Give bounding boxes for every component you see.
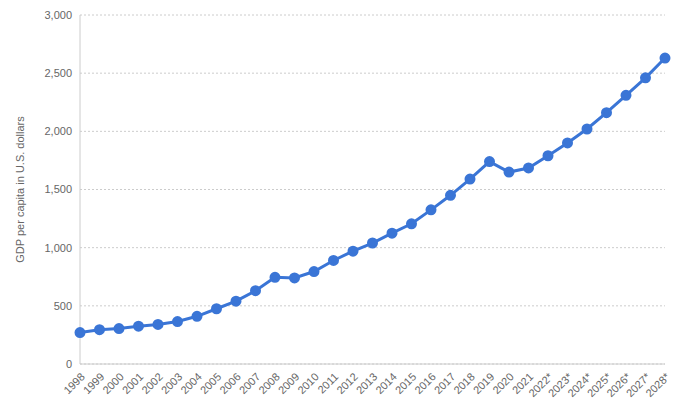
svg-text:1999: 1999 — [81, 370, 107, 396]
svg-text:2003: 2003 — [159, 370, 185, 396]
svg-text:2001: 2001 — [120, 370, 146, 396]
svg-text:500: 500 — [54, 300, 72, 312]
svg-text:0: 0 — [66, 358, 72, 370]
svg-text:2016: 2016 — [412, 370, 438, 396]
svg-text:2021: 2021 — [509, 370, 536, 397]
svg-text:2009: 2009 — [276, 370, 302, 396]
svg-text:2019: 2019 — [471, 370, 497, 396]
svg-text:2007: 2007 — [237, 370, 263, 396]
svg-text:2004: 2004 — [178, 370, 204, 396]
svg-text:2,500: 2,500 — [44, 67, 72, 79]
svg-text:1,000: 1,000 — [44, 242, 72, 254]
svg-text:2022*: 2022* — [526, 370, 555, 400]
svg-text:2002: 2002 — [139, 370, 165, 396]
svg-text:2006: 2006 — [217, 370, 243, 396]
svg-text:GDP per capita in U.S. dollars: GDP per capita in U.S. dollars — [14, 116, 26, 263]
svg-text:2014: 2014 — [373, 370, 399, 396]
svg-text:2020: 2020 — [490, 370, 516, 396]
svg-text:2015: 2015 — [393, 370, 419, 396]
svg-text:2026*: 2026* — [604, 370, 633, 400]
svg-text:2013: 2013 — [354, 370, 380, 396]
svg-text:1,500: 1,500 — [44, 183, 72, 195]
svg-text:2028*: 2028* — [643, 370, 672, 399]
svg-text:2005: 2005 — [198, 370, 224, 396]
svg-text:2,000: 2,000 — [44, 125, 72, 137]
svg-text:2017: 2017 — [432, 370, 458, 396]
svg-text:2011: 2011 — [315, 370, 340, 395]
svg-text:3,000: 3,000 — [44, 9, 72, 21]
svg-text:2023*: 2023* — [545, 370, 575, 400]
svg-text:2018: 2018 — [451, 370, 477, 396]
svg-text:2000: 2000 — [100, 370, 126, 396]
svg-text:2008: 2008 — [256, 370, 282, 396]
svg-text:2024*: 2024* — [565, 370, 594, 400]
svg-text:2025*: 2025* — [584, 370, 614, 400]
svg-text:2010: 2010 — [295, 370, 321, 396]
svg-text:1998: 1998 — [61, 370, 87, 396]
svg-text:2027*: 2027* — [623, 370, 653, 400]
svg-text:2012: 2012 — [334, 370, 360, 396]
